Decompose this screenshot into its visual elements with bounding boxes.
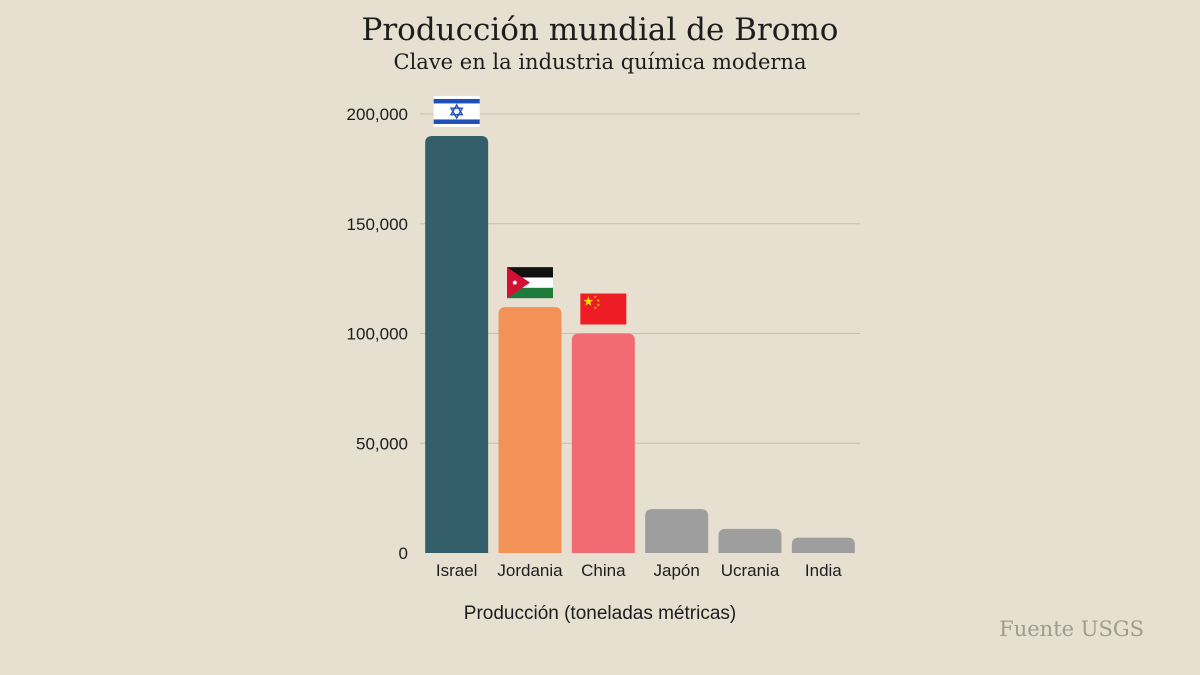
bar-japón bbox=[645, 509, 709, 553]
china-flag-icon bbox=[580, 293, 627, 325]
bar-india bbox=[791, 537, 855, 553]
x-category-label: Ucrania bbox=[721, 561, 780, 580]
bar-israel bbox=[425, 135, 489, 553]
bar-ucrania bbox=[718, 528, 782, 553]
y-tick-label: 150,000 bbox=[347, 215, 408, 234]
y-axis-tick-labels: 0 50,000 100,000 150,000 200,000 bbox=[347, 105, 408, 563]
bar-jordania bbox=[498, 307, 562, 553]
y-tick-label: 50,000 bbox=[356, 434, 408, 453]
y-tick-label: 100,000 bbox=[347, 325, 408, 344]
x-axis-category-labels: Israel Jordania China Japón Ucrania India bbox=[436, 561, 842, 580]
source-note: Fuente USGS bbox=[999, 617, 1144, 641]
bars bbox=[425, 135, 855, 553]
x-category-label: India bbox=[805, 561, 842, 580]
chart-subtitle: Clave en la industria química moderna bbox=[393, 50, 807, 74]
x-category-label: Japón bbox=[654, 561, 700, 580]
chart-title: Producción mundial de Bromo bbox=[361, 12, 839, 48]
grid-lines bbox=[420, 113, 860, 444]
y-tick-label: 0 bbox=[399, 544, 408, 563]
x-axis-title: Producción (toneladas métricas) bbox=[464, 603, 736, 624]
x-category-label: Jordania bbox=[497, 561, 563, 580]
jordan-flag-icon bbox=[507, 267, 553, 299]
x-category-label: Israel bbox=[436, 561, 478, 580]
bar-china bbox=[571, 333, 635, 553]
y-tick-label: 200,000 bbox=[347, 105, 408, 124]
flags bbox=[433, 95, 627, 325]
x-category-label: China bbox=[581, 561, 626, 580]
israel-flag-icon bbox=[433, 95, 480, 127]
